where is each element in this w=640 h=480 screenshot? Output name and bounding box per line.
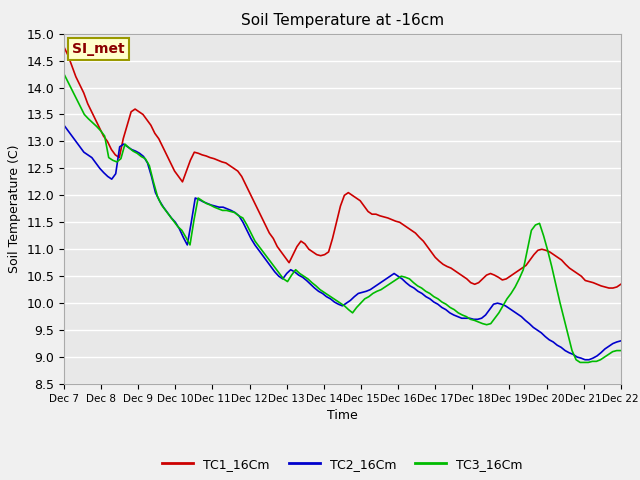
- TC1_16Cm: [60, 44, 68, 50]
- TC3_16Cm: [377, 287, 385, 292]
- TC3_16Cm: [264, 254, 271, 260]
- TC3_16Cm: [458, 312, 466, 318]
- TC1_16Cm: [353, 195, 360, 201]
- Title: Soil Temperature at -16cm: Soil Temperature at -16cm: [241, 13, 444, 28]
- TC1_16Cm: [617, 281, 625, 287]
- TC3_16Cm: [576, 360, 584, 365]
- Line: TC3_16Cm: TC3_16Cm: [64, 74, 621, 362]
- TC3_16Cm: [609, 349, 616, 355]
- TC3_16Cm: [617, 348, 625, 353]
- TC1_16Cm: [412, 230, 419, 236]
- TC3_16Cm: [280, 276, 287, 282]
- TC1_16Cm: [230, 166, 237, 171]
- TC2_16Cm: [617, 338, 625, 344]
- TC2_16Cm: [92, 160, 100, 166]
- TC3_16Cm: [532, 222, 540, 228]
- Line: TC2_16Cm: TC2_16Cm: [64, 125, 621, 360]
- X-axis label: Time: Time: [327, 409, 358, 422]
- TC2_16Cm: [545, 337, 553, 343]
- TC2_16Cm: [534, 327, 541, 333]
- TC1_16Cm: [329, 236, 337, 241]
- TC2_16Cm: [60, 122, 68, 128]
- TC1_16Cm: [605, 285, 612, 291]
- TC2_16Cm: [581, 357, 589, 362]
- Y-axis label: Soil Temperature (C): Soil Temperature (C): [8, 144, 21, 273]
- TC1_16Cm: [424, 244, 431, 250]
- TC2_16Cm: [64, 128, 72, 133]
- Line: TC1_16Cm: TC1_16Cm: [64, 47, 621, 288]
- TC2_16Cm: [593, 353, 601, 359]
- TC1_16Cm: [554, 254, 561, 260]
- Text: SI_met: SI_met: [72, 42, 125, 56]
- TC2_16Cm: [243, 228, 251, 233]
- Legend: TC1_16Cm, TC2_16Cm, TC3_16Cm: TC1_16Cm, TC2_16Cm, TC3_16Cm: [157, 453, 528, 476]
- TC3_16Cm: [60, 71, 68, 77]
